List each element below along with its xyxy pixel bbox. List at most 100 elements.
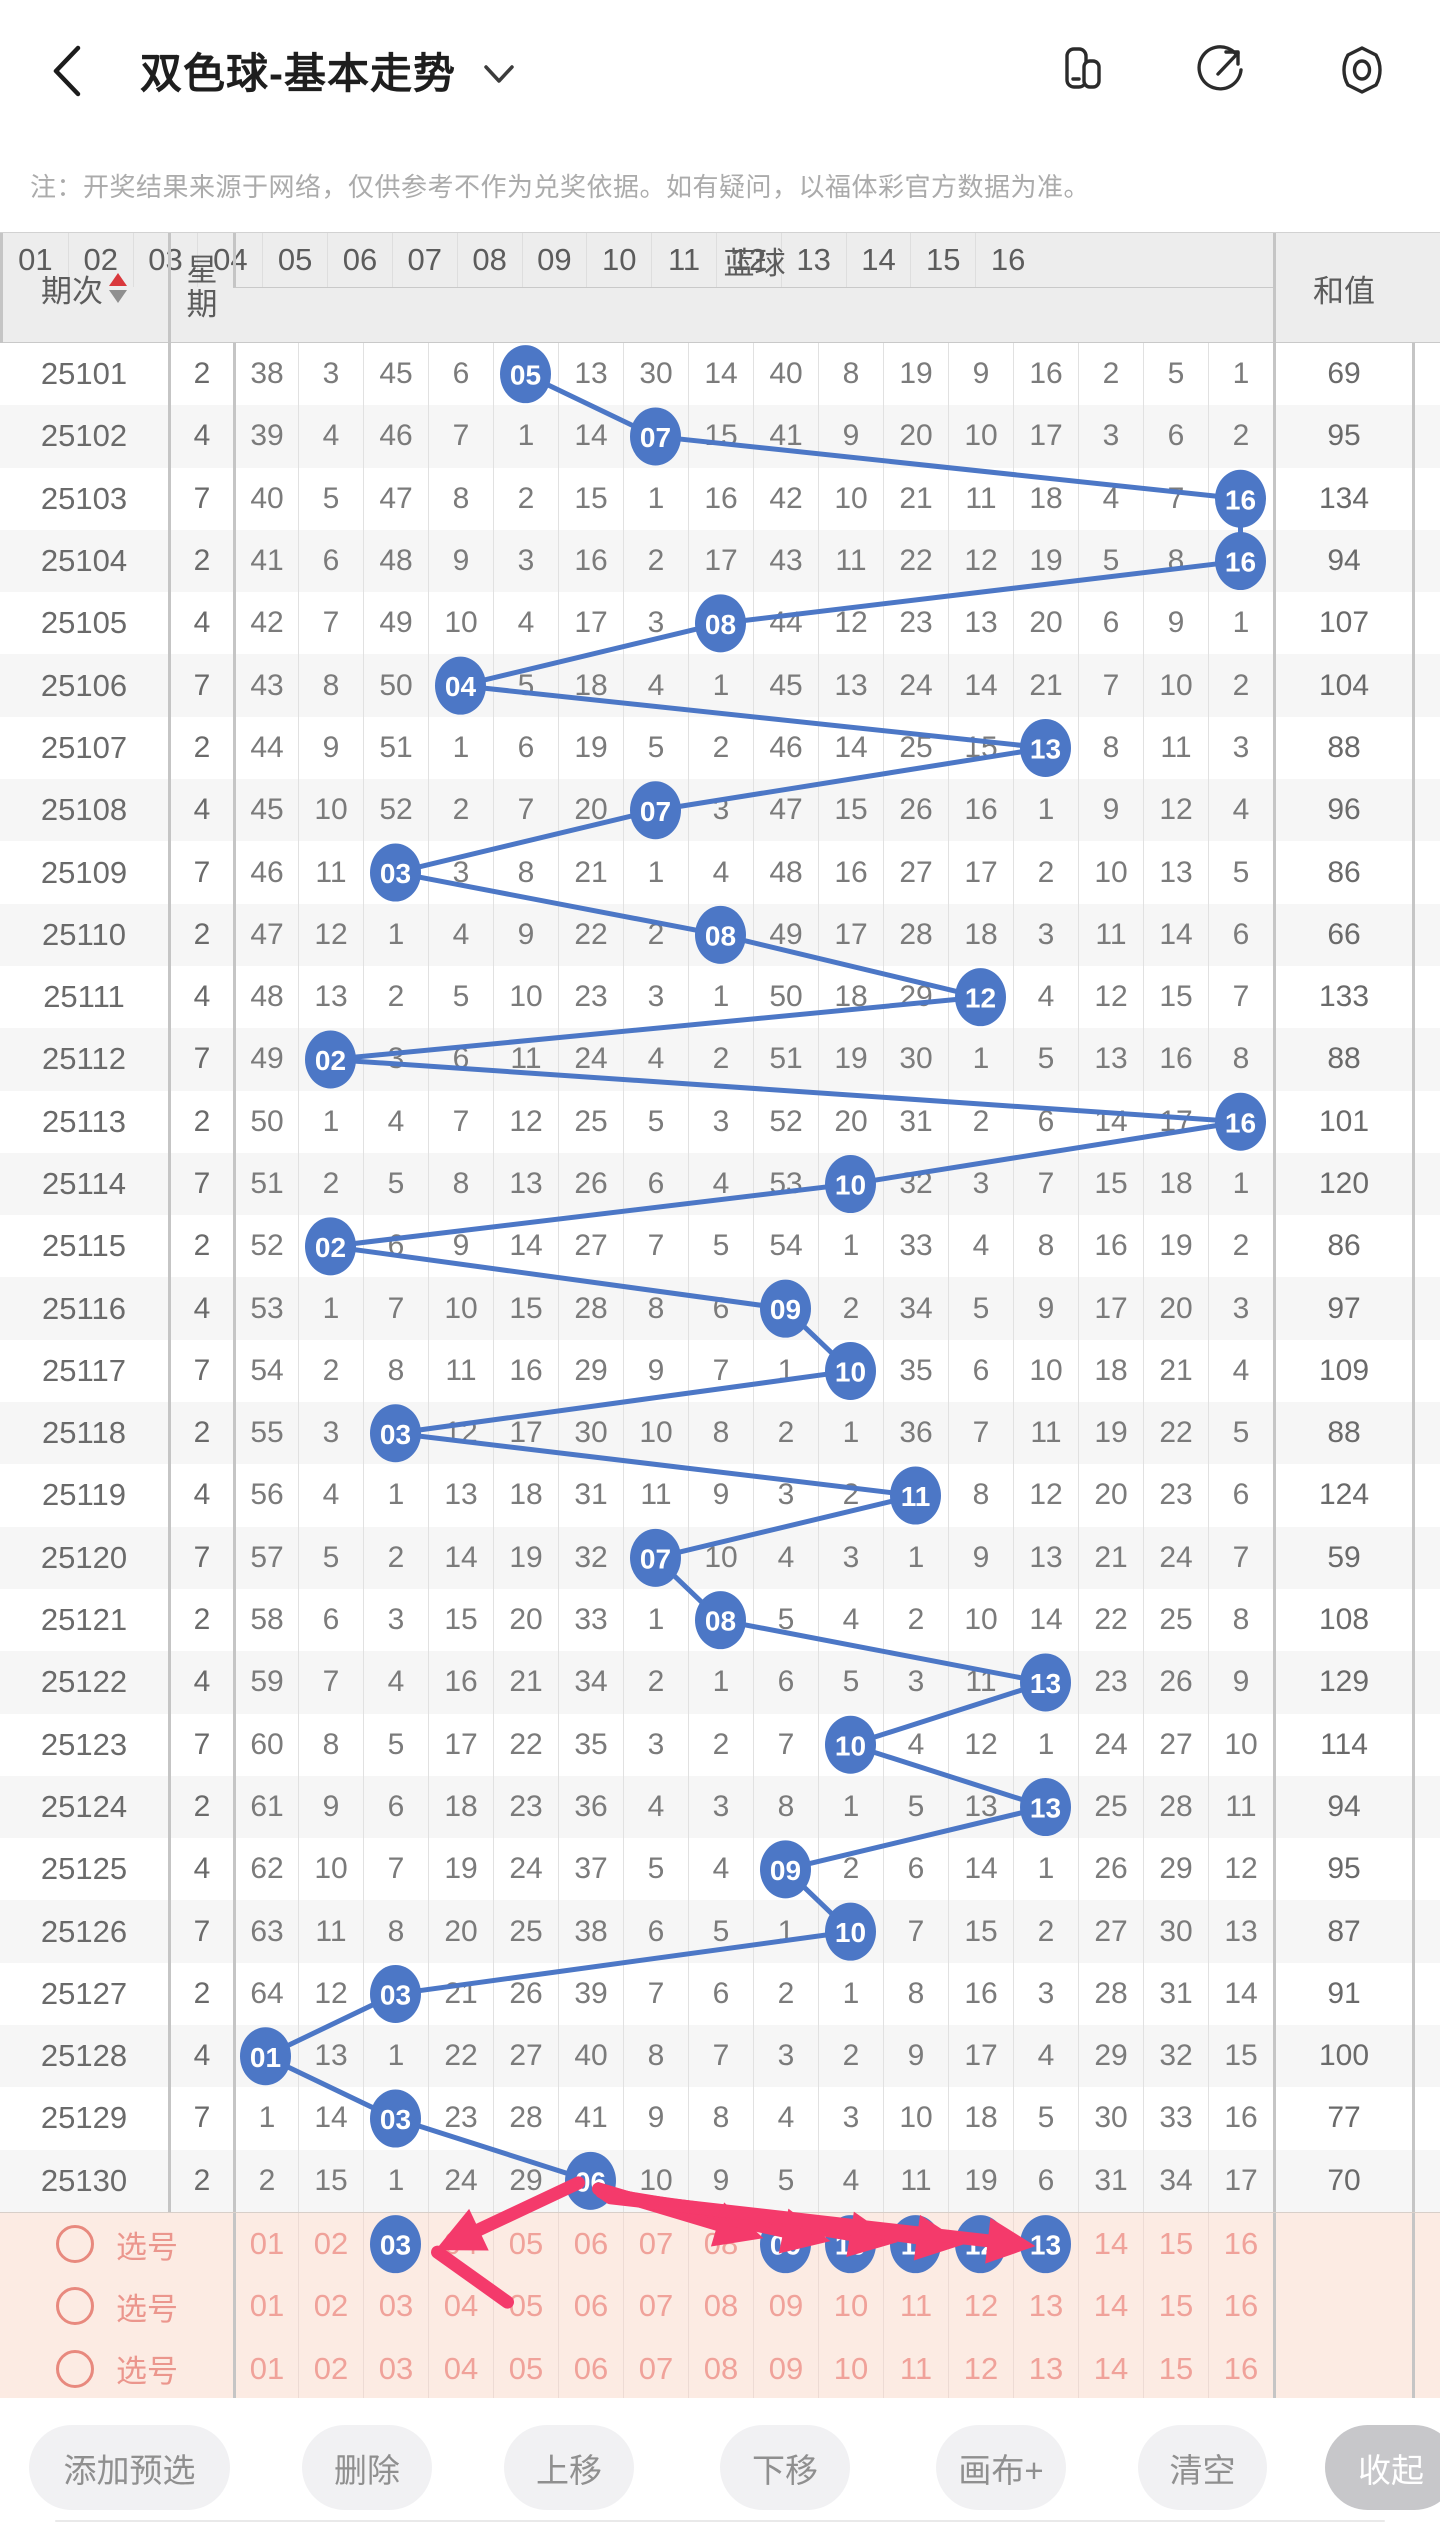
- selection-num-08[interactable]: 08: [688, 2275, 753, 2338]
- selection-num-01[interactable]: 01: [233, 2275, 298, 2338]
- selection-radio-icon[interactable]: [56, 2349, 94, 2388]
- selection-num-11[interactable]: 11: [883, 2275, 948, 2338]
- selection-num-07[interactable]: 07: [623, 2337, 688, 2400]
- selection-num-16[interactable]: 16: [1208, 2337, 1273, 2400]
- selection-num-10[interactable]: [818, 2212, 883, 2276]
- selection-num-09[interactable]: 09: [753, 2337, 818, 2400]
- filler-cell: [1412, 2087, 1440, 2150]
- week-cell: 7: [168, 1900, 233, 1963]
- week-cell: 2: [168, 2149, 233, 2212]
- ball-number-headers: 01 02 03 04 05 06 07 08 09 10 11 12 13 14 15 16: [0, 233, 1040, 287]
- week-cell: 4: [168, 1651, 233, 1714]
- move-down-button[interactable]: 下移: [720, 2425, 850, 2510]
- settings-icon[interactable]: [1336, 44, 1388, 96]
- card-view-icon[interactable]: [1060, 44, 1112, 96]
- ball-cell-13: 17: [1013, 405, 1078, 468]
- week-cell: 7: [168, 467, 233, 530]
- add-preselect-button[interactable]: 添加预选: [29, 2425, 230, 2510]
- selection-num-06[interactable]: 06: [558, 2212, 623, 2276]
- selection-num-03[interactable]: 03: [363, 2275, 428, 2338]
- selection-num-11[interactable]: 11: [883, 2337, 948, 2400]
- selection-row-left[interactable]: 选号: [0, 2338, 233, 2400]
- selection-num-13[interactable]: [1013, 2212, 1078, 2276]
- share-icon[interactable]: [1196, 44, 1248, 96]
- ball-cell-08: [688, 592, 753, 655]
- selection-num-15[interactable]: 15: [1143, 2275, 1208, 2338]
- delete-button[interactable]: 删除: [302, 2425, 432, 2510]
- ball-cell-07: 5: [623, 716, 688, 780]
- ball-cell-03: 6: [363, 1775, 428, 1839]
- selection-num-03[interactable]: [363, 2212, 428, 2276]
- ball-cell-07: 10: [623, 2149, 688, 2212]
- selection-num-05[interactable]: 05: [493, 2212, 558, 2276]
- selection-num-02[interactable]: 02: [298, 2337, 363, 2400]
- title-dropdown[interactable]: 双色球-基本走势: [140, 0, 516, 140]
- ball-cell-12: 4: [948, 1215, 1013, 1278]
- selection-num-05[interactable]: 05: [493, 2275, 558, 2338]
- table-row-25103: 25103 7 40 5 47 8 2 15 1 16 42 10 21 11 18 4 7 134: [0, 467, 1440, 530]
- ball-cell-01: 48: [233, 965, 298, 1029]
- ball-cell-10: 3: [818, 2087, 883, 2150]
- selection-num-04[interactable]: 04: [428, 2275, 493, 2338]
- selection-radio-icon[interactable]: [56, 2287, 94, 2326]
- filler-cell: [1412, 1090, 1440, 1153]
- selection-num-12[interactable]: [948, 2212, 1013, 2276]
- filler-cell: [1412, 779, 1440, 842]
- selection-num-06[interactable]: 06: [558, 2275, 623, 2338]
- selection-row-left[interactable]: 选号: [0, 2213, 233, 2275]
- back-button[interactable]: [44, 38, 92, 104]
- ball-cell-01: 1: [233, 2087, 298, 2150]
- canvas-plus-button[interactable]: 画布+: [936, 2425, 1066, 2510]
- filler-cell: [1412, 467, 1440, 530]
- ball-cell-03: 6: [363, 1215, 428, 1278]
- selection-num-09[interactable]: [753, 2212, 818, 2276]
- ball-cell-13: 8: [1013, 1215, 1078, 1278]
- selection-num-01[interactable]: 01: [233, 2212, 298, 2276]
- ball-cell-13: 12: [1013, 1464, 1078, 1527]
- selection-num-07[interactable]: 07: [623, 2212, 688, 2276]
- clear-button[interactable]: 清空: [1138, 2425, 1267, 2510]
- selection-num-13[interactable]: 13: [1013, 2275, 1078, 2338]
- move-up-button[interactable]: 上移: [504, 2425, 634, 2510]
- selection-num-12[interactable]: 12: [948, 2337, 1013, 2400]
- filler-cell: [1412, 1402, 1440, 1465]
- sum-cell: 94: [1273, 529, 1412, 593]
- selection-num-11[interactable]: [883, 2212, 948, 2276]
- selection-num-13[interactable]: 13: [1013, 2337, 1078, 2400]
- selection-num-10[interactable]: 10: [818, 2275, 883, 2338]
- collapse-button[interactable]: 收起: [1325, 2425, 1440, 2510]
- ball-cell-06: 14: [558, 405, 623, 468]
- selection-num-01[interactable]: 01: [233, 2337, 298, 2400]
- selection-num-05[interactable]: 05: [493, 2337, 558, 2400]
- selection-num-08[interactable]: 08: [688, 2212, 753, 2276]
- period-header-cell[interactable]: 期次: [0, 233, 168, 343]
- ball-cell-10: 16: [818, 841, 883, 904]
- selection-num-08[interactable]: 08: [688, 2337, 753, 2400]
- selection-num-04[interactable]: 04: [428, 2337, 493, 2400]
- ball-header-02: 02: [67, 233, 133, 287]
- sum-cell: 133: [1273, 965, 1412, 1029]
- ball-cell-02: 5: [298, 467, 363, 530]
- selection-radio-icon[interactable]: [56, 2225, 94, 2264]
- selection-num-15[interactable]: 15: [1143, 2337, 1208, 2400]
- selection-num-04[interactable]: 04: [428, 2212, 493, 2276]
- selection-num-03[interactable]: 03: [363, 2337, 428, 2400]
- selection-row-left[interactable]: 选号: [0, 2275, 233, 2337]
- ball-cell-12: 16: [948, 779, 1013, 842]
- selection-num-12[interactable]: 12: [948, 2275, 1013, 2338]
- selection-num-02[interactable]: 02: [298, 2275, 363, 2338]
- selection-num-10[interactable]: 10: [818, 2337, 883, 2400]
- selection-num-16[interactable]: 16: [1208, 2275, 1273, 2338]
- selection-num-02[interactable]: 02: [298, 2212, 363, 2276]
- selection-num-07[interactable]: 07: [623, 2275, 688, 2338]
- selection-num-15[interactable]: 15: [1143, 2212, 1208, 2276]
- selection-num-14[interactable]: 14: [1078, 2337, 1143, 2400]
- selection-num-06[interactable]: 06: [558, 2337, 623, 2400]
- selection-num-09[interactable]: 09: [753, 2275, 818, 2338]
- selection-num-14[interactable]: 14: [1078, 2275, 1143, 2338]
- ball-cell-13: 3: [1013, 903, 1078, 966]
- selection-num-14[interactable]: 14: [1078, 2212, 1143, 2276]
- ball-cell-11: 19: [883, 343, 948, 406]
- ball-cell-06: 17: [558, 592, 623, 655]
- selection-num-16[interactable]: 16: [1208, 2212, 1273, 2276]
